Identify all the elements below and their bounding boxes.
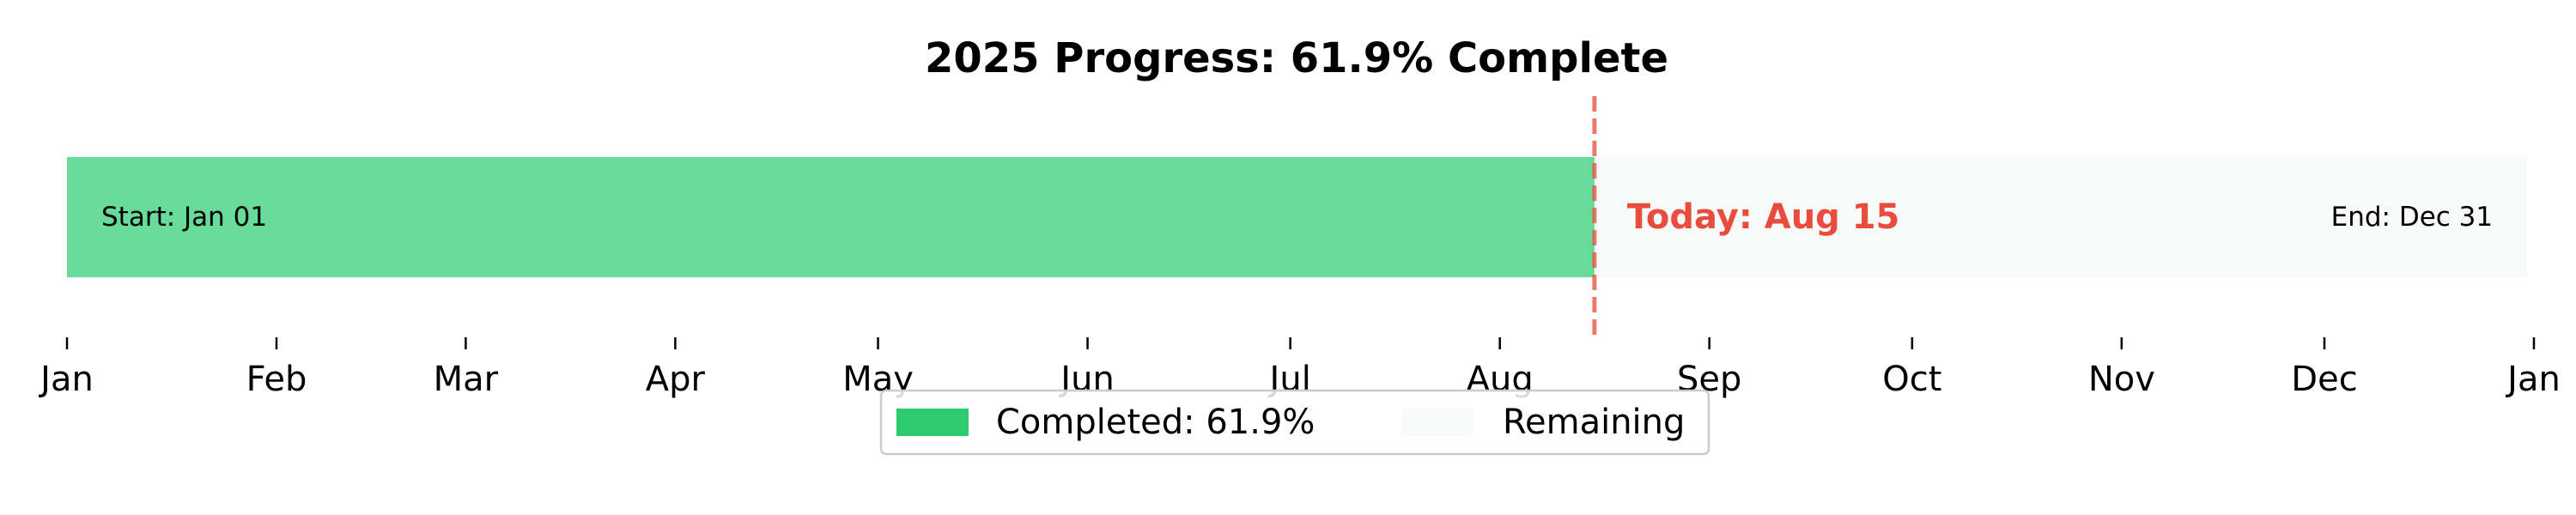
x-tick-label: Mar xyxy=(434,360,499,399)
completed-bar xyxy=(67,157,1595,277)
legend: Completed: 61.9% Remaining xyxy=(879,389,1710,456)
end-label: End: Dec 31 xyxy=(2331,202,2494,233)
x-tick-label: Jan xyxy=(38,360,94,399)
x-axis: Jan Feb Mar Apr May Jun Jul Aug Sep Oct Nov Dec Jan xyxy=(38,337,2561,399)
x-tick-label: Nov xyxy=(2088,360,2155,399)
legend-swatch-remaining xyxy=(1401,409,1473,436)
remaining-bar xyxy=(1594,157,2528,277)
legend-label-remaining: Remaining xyxy=(1503,403,1685,442)
x-tick-label: Apr xyxy=(646,360,706,399)
legend-label-completed: Completed: 61.9% xyxy=(996,403,1315,442)
chart-title: 2025 Progress: 61.9% Complete xyxy=(925,34,1668,82)
x-tick-label: Jan xyxy=(2505,360,2561,399)
x-tick-label: Dec xyxy=(2291,360,2357,399)
start-label: Start: Jan 01 xyxy=(101,202,267,233)
legend-frame xyxy=(879,389,1710,456)
x-tick-label: Oct xyxy=(1882,360,1941,399)
legend-swatch-completed xyxy=(896,409,969,436)
x-tick-label: Feb xyxy=(246,360,307,399)
today-label: Today: Aug 15 xyxy=(1627,197,1900,237)
